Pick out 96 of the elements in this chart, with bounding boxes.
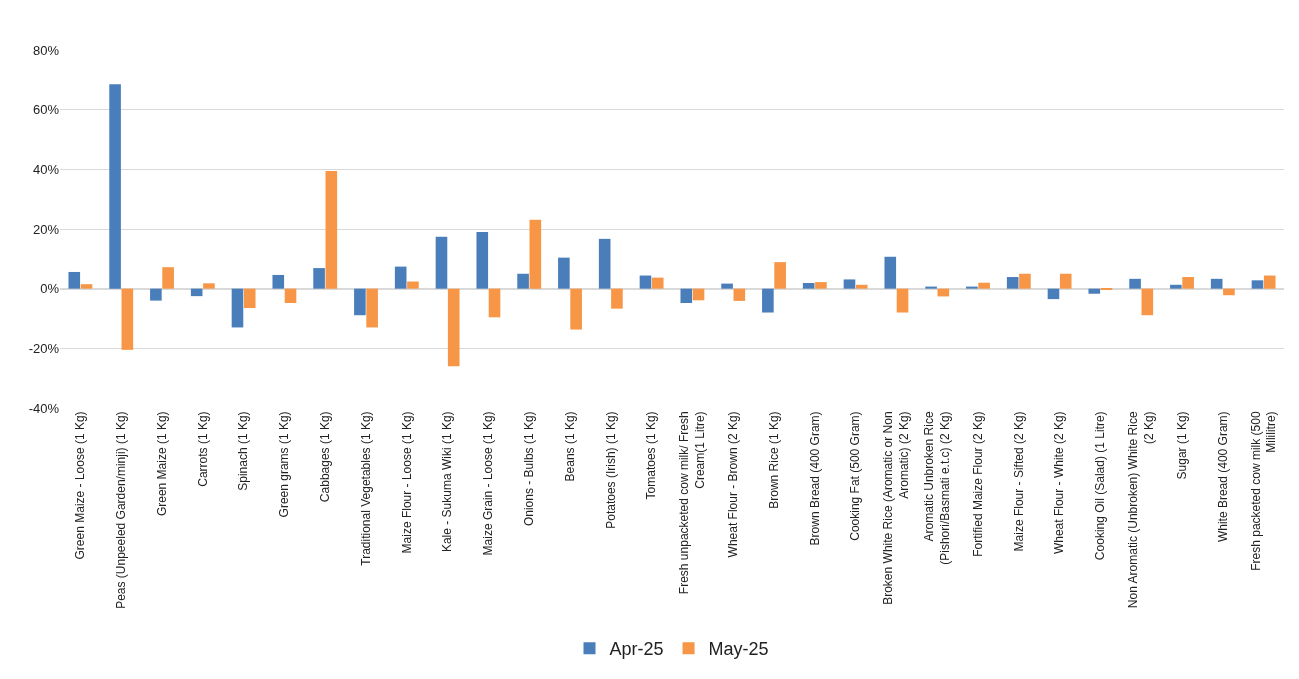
x-tick-label: Aromatic Unbroken Rice (Pishori/Basmati e.t.c) (2 Kg) <box>922 411 952 565</box>
bar <box>1251 280 1264 289</box>
x-tick-label: Cabbages (1 Kg) <box>318 411 333 503</box>
x-tick-label: Green Maize - Loose (1 Kg) <box>73 411 88 560</box>
x-tick-label: Green Maize (1 Kg) <box>154 411 169 517</box>
bar <box>558 257 570 289</box>
bar <box>651 277 664 289</box>
x-tick-label: Non Aromatic (Unbroken) White Rice (2 Kg) <box>1126 411 1156 609</box>
bar <box>529 219 542 289</box>
x-tick-label: Spinach (1 Kg) <box>236 411 251 491</box>
bar <box>1047 288 1060 300</box>
bar <box>435 236 448 289</box>
x-tick-label: Maize Flour - Loose (1 Kg) <box>399 411 414 554</box>
x-tick-label: Fortified Maize Flour (2 Kg) <box>970 411 985 557</box>
x-tick-label: Fresh packeted cow milk (500 Mililitre) <box>1248 411 1279 571</box>
y-tick-label: -20% <box>28 340 60 356</box>
x-tick-label: Tomatoes (1 Kg) <box>644 411 659 500</box>
bar <box>231 288 244 328</box>
bar <box>855 284 868 289</box>
x-tick-label: Maize Flour - Sifted (2 Kg) <box>1011 411 1026 552</box>
x-tick-label: Brown Rice (1 Kg) <box>766 411 781 509</box>
bar <box>1170 284 1182 289</box>
bar <box>966 286 978 289</box>
bar <box>203 283 215 289</box>
bar <box>488 288 501 318</box>
bar <box>517 273 529 289</box>
bar <box>733 288 746 301</box>
y-tick-label: -40% <box>28 400 60 416</box>
x-tick-label: Maize Grain - Loose (1 Kg) <box>481 411 496 556</box>
x-tick-label: Cooking Oil (Salad) (1 Litre) <box>1093 411 1108 561</box>
bar <box>802 283 815 289</box>
bar <box>407 281 419 289</box>
bar <box>1210 278 1223 289</box>
bar <box>611 288 623 309</box>
bar <box>721 283 733 289</box>
bar <box>366 288 378 328</box>
bar <box>447 288 460 367</box>
bar <box>313 268 325 289</box>
bar <box>570 288 582 330</box>
x-tick-label: Broken White Rice (Aromatic or Non Aromatic) (2 Kg) <box>881 411 912 605</box>
x-tick-label: Onions - Bulbs (1 Kg) <box>522 411 537 527</box>
bar <box>284 288 297 303</box>
bar <box>896 288 909 313</box>
bar <box>68 271 81 289</box>
bar <box>1006 277 1019 289</box>
bar <box>774 262 786 289</box>
y-tick-label: 60% <box>32 102 60 118</box>
x-tick-label: Traditional Vegetables (1 Kg) <box>358 411 373 566</box>
bar <box>692 288 705 301</box>
y-tick-label: 20% <box>32 221 60 237</box>
legend-label: May-25 <box>708 639 769 660</box>
y-tick-label: 0% <box>40 281 60 297</box>
bar <box>80 284 93 289</box>
bar <box>162 267 174 289</box>
bar <box>925 286 937 289</box>
x-tick-label: Cooking Fat (500 Gram) <box>848 411 863 541</box>
bar <box>1129 278 1141 289</box>
bar <box>884 256 897 289</box>
bar <box>815 282 827 289</box>
bar <box>843 279 856 289</box>
bar <box>1223 288 1235 296</box>
x-tick-label: Fresh unpacketed cow milk/ Fresh Cream(1 Litre) <box>677 411 708 595</box>
bar <box>150 288 162 301</box>
x-tick-label: Peas (Unpeeled Garden/minji) (1 Kg) <box>114 411 129 609</box>
x-tick-label: Wheat Flour - White (2 Kg) <box>1052 411 1067 555</box>
x-tick-label: Beans (1 Kg) <box>562 411 577 482</box>
x-tick-label: Carrots (1 Kg) <box>195 411 210 487</box>
bar <box>109 84 121 289</box>
bar <box>639 275 652 289</box>
bar <box>1263 275 1276 289</box>
bar <box>325 171 338 289</box>
bar <box>476 231 489 289</box>
x-tick-label: Wheat Flour - Brown (2 Kg) <box>726 411 741 558</box>
bar <box>121 288 134 350</box>
bar <box>680 288 693 303</box>
legend-label: Apr-25 <box>609 639 664 660</box>
y-tick-label: 80% <box>32 42 60 58</box>
bar <box>1088 288 1101 294</box>
x-tick-label: White Bread (400 Gram) <box>1215 411 1230 543</box>
bar <box>1141 288 1154 316</box>
bar <box>272 274 285 289</box>
bar <box>354 288 366 316</box>
bar <box>1059 273 1072 289</box>
bar <box>1182 277 1194 289</box>
bar <box>394 266 407 289</box>
x-tick-label: Kale - Sukuma Wiki (1 Kg) <box>440 411 455 553</box>
bar <box>1019 273 1031 289</box>
bar <box>762 288 774 313</box>
x-tick-label: Sugar (1 Kg) <box>1174 411 1189 480</box>
y-tick-label: 40% <box>32 161 60 177</box>
bar <box>243 288 256 309</box>
bar <box>598 238 611 289</box>
x-tick-label: Potatoes (Irish) (1 Kg) <box>603 411 618 529</box>
x-tick-label: Brown Bread (400 Gram) <box>807 411 822 546</box>
x-tick-label: Green grams (1 Kg) <box>277 411 292 518</box>
bar <box>978 282 990 289</box>
